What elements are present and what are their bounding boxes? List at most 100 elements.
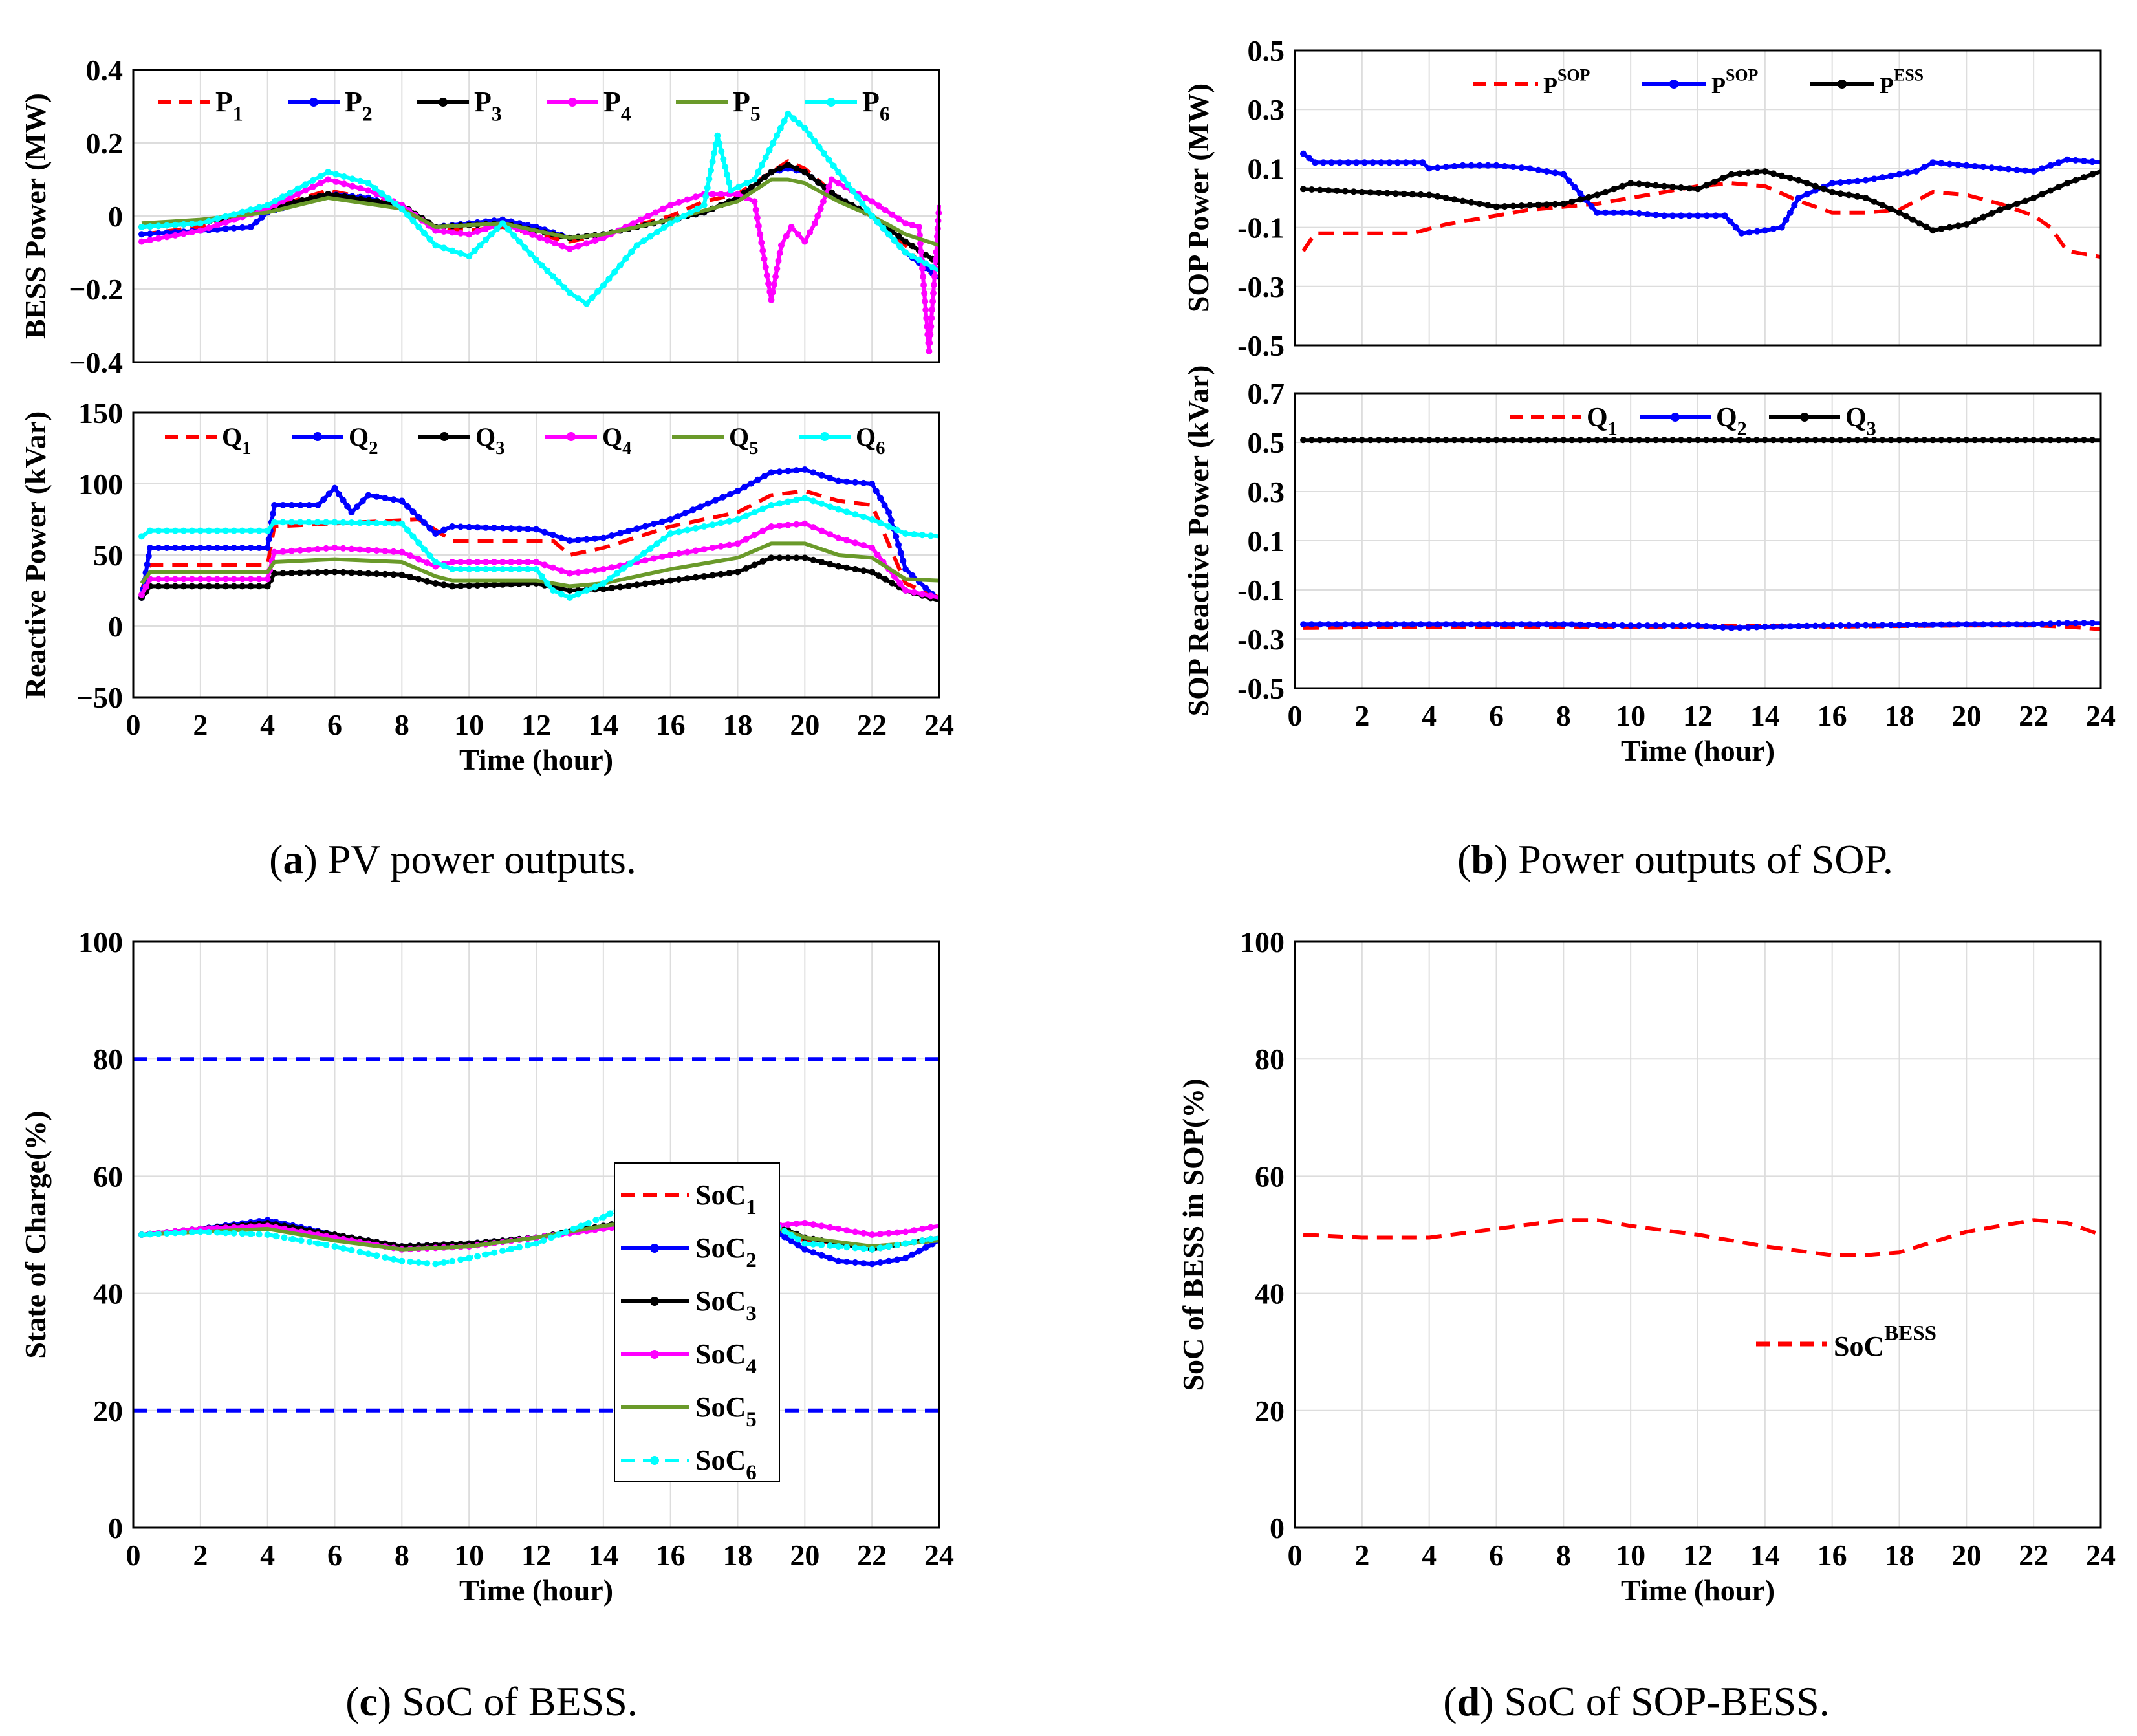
series-marker [781, 1228, 788, 1235]
series-marker [919, 1237, 926, 1244]
chart-sop-reactive-power: 0 2 4 6 8 10 12 14 16 18 20 22 24-0.5-0.3-0.10.10.30… [1182, 365, 2116, 767]
series-marker [432, 1261, 439, 1268]
series-marker [536, 234, 543, 241]
series-marker [578, 1222, 585, 1230]
series-marker [810, 497, 817, 505]
series-marker [1828, 437, 1836, 444]
series-marker [894, 1241, 901, 1248]
series-marker [1879, 202, 1886, 209]
series-marker [835, 563, 842, 570]
series-marker [915, 1248, 922, 1255]
legend-label: SoC2 [695, 1232, 757, 1272]
series-marker [835, 506, 842, 513]
series-marker [213, 1229, 221, 1236]
x-tick-label: 14 [589, 1539, 618, 1572]
series-marker [2089, 437, 2096, 444]
series-marker [869, 1246, 876, 1253]
series-marker [843, 1244, 851, 1251]
series-marker [810, 1241, 817, 1248]
series-marker [1988, 437, 1995, 444]
series-marker [882, 207, 889, 213]
x-tick-label: 14 [1750, 1539, 1780, 1572]
x-tick-label: 4 [260, 708, 275, 741]
series-marker [915, 256, 922, 263]
series-marker [877, 1230, 884, 1237]
series-marker [1904, 169, 1911, 177]
series-marker [331, 569, 338, 576]
series-marker [147, 223, 153, 230]
series-marker [415, 576, 422, 583]
series-marker [325, 169, 332, 176]
series-marker [466, 523, 473, 530]
x-tick-label: 22 [2019, 699, 2048, 732]
series-marker [1921, 621, 1928, 628]
series-marker [357, 177, 363, 184]
series-marker [288, 502, 295, 508]
series-marker [633, 525, 640, 532]
series-marker [1426, 621, 1433, 628]
series-marker [1468, 199, 1475, 206]
series-marker [1535, 166, 1542, 173]
series-marker [1535, 437, 1542, 444]
series-marker [2030, 195, 2037, 201]
x-tick-label: 16 [656, 1539, 686, 1572]
y-tick-label: 80 [93, 1043, 123, 1076]
series-marker [1971, 621, 1979, 628]
series-marker [1988, 210, 1995, 217]
series-marker [1336, 159, 1343, 166]
series-marker [230, 576, 237, 583]
series-marker [869, 1231, 876, 1238]
series-marker [356, 519, 363, 526]
series-marker [751, 198, 758, 205]
x-tick-label: 20 [790, 1539, 819, 1572]
series-marker [796, 120, 803, 127]
series-marker [306, 502, 312, 508]
series-marker [1602, 209, 1609, 216]
series-marker [880, 224, 887, 232]
series-marker [1501, 437, 1508, 444]
series-marker [525, 526, 531, 532]
series-marker [340, 497, 347, 504]
series-marker [743, 512, 750, 519]
series-marker [305, 519, 312, 526]
series-marker [398, 520, 406, 527]
series-marker [605, 276, 613, 282]
series-marker [2064, 156, 2071, 163]
series-marker [2072, 157, 2079, 164]
series-marker [1594, 209, 1601, 216]
series-marker [772, 273, 779, 280]
series-marker [860, 1245, 867, 1252]
series-marker [700, 523, 708, 530]
series-marker [2056, 620, 2063, 627]
caption-d-text: SoC of SOP-BESS. [1504, 1678, 1829, 1724]
series-marker [1795, 623, 1802, 629]
series-marker [922, 307, 929, 313]
x-tick-label: 8 [395, 1539, 409, 1572]
series-marker [432, 530, 439, 537]
series-marker [1803, 191, 1810, 198]
series-marker [1501, 621, 1508, 628]
legend-label: PSOP [1711, 66, 1759, 98]
series-marker [348, 519, 355, 526]
series-marker [483, 236, 490, 243]
series-marker [863, 206, 871, 213]
series-marker [1367, 189, 1374, 196]
series-marker [653, 540, 660, 547]
series-marker [2039, 191, 2046, 198]
series-marker [932, 256, 939, 263]
series-marker [1744, 169, 1752, 177]
series-marker [633, 242, 640, 249]
series-marker [625, 527, 632, 534]
series-marker [860, 567, 867, 574]
series-marker [689, 506, 697, 514]
series-marker [2013, 437, 2021, 444]
series-marker [2056, 183, 2063, 190]
x-tick-label: 12 [1683, 699, 1713, 732]
series-marker [869, 569, 876, 576]
series-marker [474, 1253, 481, 1260]
series-marker [667, 202, 674, 209]
series-marker [1761, 624, 1768, 630]
series-marker [279, 502, 287, 508]
series-marker [762, 154, 769, 161]
series-marker [222, 576, 229, 583]
